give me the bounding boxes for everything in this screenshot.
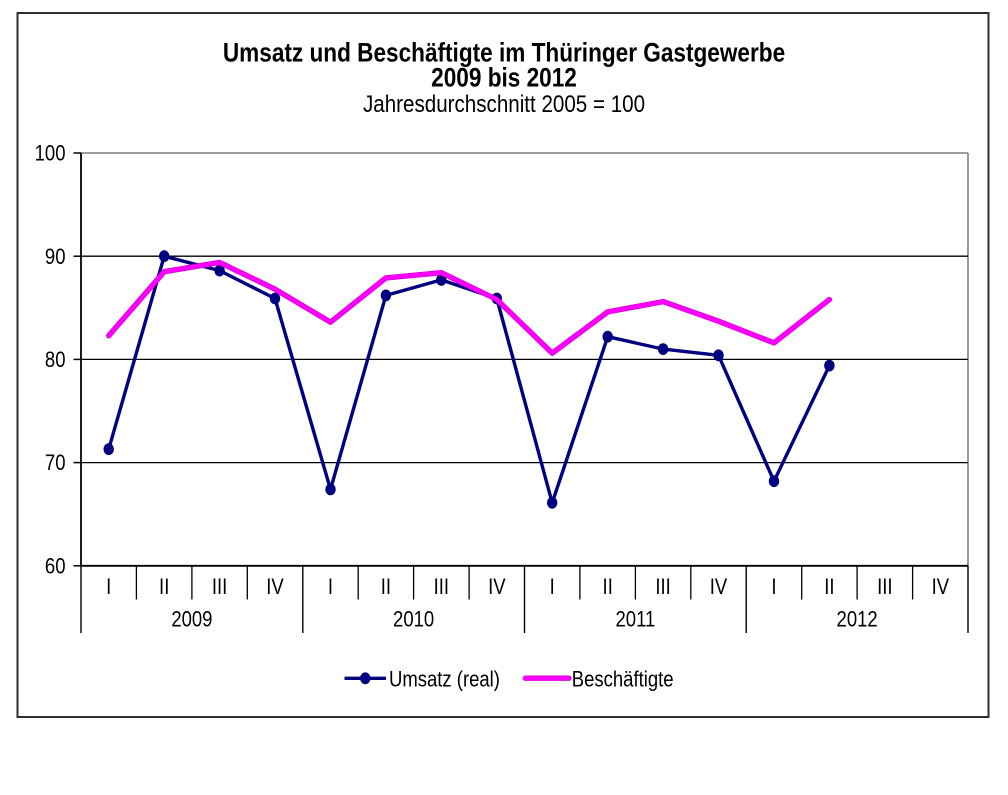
svg-text:2010: 2010 bbox=[393, 608, 434, 632]
svg-text:Umsatz und Beschäftigte im Thü: Umsatz und Beschäftigte im Thüringer Gas… bbox=[223, 39, 785, 68]
svg-text:2009 bis 2012: 2009 bis 2012 bbox=[431, 64, 577, 93]
svg-text:II: II bbox=[159, 575, 169, 599]
svg-text:III: III bbox=[212, 575, 227, 599]
svg-text:I: I bbox=[106, 575, 111, 599]
svg-text:IV: IV bbox=[710, 575, 728, 599]
svg-text:II: II bbox=[381, 575, 391, 599]
svg-text:2011: 2011 bbox=[616, 608, 656, 632]
svg-text:60: 60 bbox=[45, 555, 66, 579]
svg-text:Jahresdurchschnitt 2005 = 100: Jahresdurchschnitt 2005 = 100 bbox=[363, 90, 645, 117]
svg-text:80: 80 bbox=[45, 349, 66, 373]
svg-text:90: 90 bbox=[45, 245, 66, 269]
svg-text:Umsatz (real): Umsatz (real) bbox=[389, 668, 500, 692]
svg-text:I: I bbox=[771, 575, 776, 599]
svg-text:I: I bbox=[550, 575, 555, 599]
svg-text:2012: 2012 bbox=[837, 608, 878, 632]
svg-text:2009: 2009 bbox=[171, 608, 212, 632]
svg-text:IV: IV bbox=[488, 575, 506, 599]
svg-text:IV: IV bbox=[932, 575, 950, 599]
svg-text:100: 100 bbox=[35, 142, 66, 166]
svg-text:70: 70 bbox=[45, 452, 66, 476]
svg-text:III: III bbox=[434, 575, 449, 599]
svg-text:I: I bbox=[328, 575, 333, 599]
svg-text:II: II bbox=[824, 575, 834, 599]
svg-text:II: II bbox=[603, 575, 613, 599]
svg-text:Beschäftigte: Beschäftigte bbox=[572, 668, 674, 692]
svg-text:IV: IV bbox=[266, 575, 284, 599]
svg-text:III: III bbox=[877, 575, 892, 599]
svg-text:III: III bbox=[655, 575, 670, 599]
